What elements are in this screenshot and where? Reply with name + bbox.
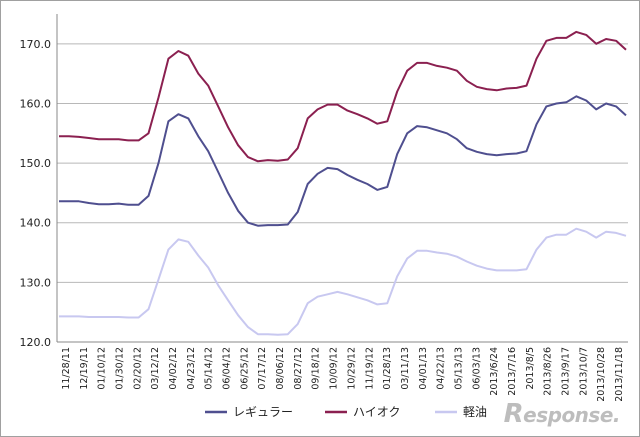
legend-label: レギュラー xyxy=(233,405,293,419)
series-lines xyxy=(59,30,627,336)
x-tick-label: 06/04/12 xyxy=(222,347,233,390)
x-tick-label: 08/06/12 xyxy=(275,347,286,390)
response-watermark-logo: Response. xyxy=(503,399,621,429)
x-tick-label: 2013/9/17 xyxy=(561,347,572,396)
x-tick-label: 02/20/12 xyxy=(132,347,143,390)
x-tick-label: 2013/10/28 xyxy=(596,347,607,402)
x-tick-label: 10/29/12 xyxy=(346,347,357,390)
series-line-3 xyxy=(59,227,627,336)
x-tick-label: 05/13/13 xyxy=(453,347,464,390)
x-tick-label: 07/17/12 xyxy=(257,347,268,390)
y-tick-label: 140.0 xyxy=(20,217,52,230)
y-axis-ticks: 120.0 130.0 140.0 150.0 160.0 170.0 xyxy=(20,38,52,349)
x-tick-label: 08/27/12 xyxy=(293,347,304,390)
y-tick-label: 150.0 xyxy=(20,157,52,170)
x-tick-label: 03/11/13 xyxy=(400,347,411,390)
x-tick-label: 2013/8/5 xyxy=(525,347,536,390)
x-tick-label: 03/12/12 xyxy=(150,347,161,390)
series-line-2 xyxy=(59,30,627,163)
watermark-initial: R xyxy=(503,399,524,429)
gridlines xyxy=(57,43,628,343)
x-tick-label: 2013/11/18 xyxy=(614,347,625,402)
x-tick-label: 10/09/12 xyxy=(329,347,340,390)
x-tick-label: 06/03/13 xyxy=(471,347,482,390)
x-tick-label: 11/28/11 xyxy=(61,347,72,390)
x-tick-label: 12/19/11 xyxy=(79,347,90,390)
x-tick-label: 04/01/13 xyxy=(418,347,429,390)
x-tick-label: 04/02/12 xyxy=(168,347,179,390)
legend: レギュラー ハイオク 軽油 xyxy=(205,405,487,419)
x-tick-label: 04/23/12 xyxy=(186,347,197,390)
legend-label: 軽油 xyxy=(463,405,487,419)
x-tick-label: 01/28/13 xyxy=(382,347,393,390)
series-line-1 xyxy=(59,95,627,227)
y-tick-label: 160.0 xyxy=(20,97,52,110)
x-tick-label: 06/25/12 xyxy=(239,347,250,390)
x-tick-label: 04/22/13 xyxy=(436,347,447,390)
x-tick-label: 11/19/12 xyxy=(364,347,375,390)
x-axis-ticks: 11/28/11 12/19/11 01/10/12 01/30/12 02/20/12… xyxy=(61,347,625,402)
x-tick-label: 01/30/12 xyxy=(114,347,125,390)
legend-label: ハイオク xyxy=(353,405,401,419)
x-tick-label: 2013/7/16 xyxy=(507,347,518,396)
plot-border xyxy=(56,14,628,343)
y-tick-label: 170.0 xyxy=(20,38,52,51)
watermark-rest: esponse. xyxy=(523,403,620,427)
y-tick-label: 120.0 xyxy=(20,336,52,349)
y-tick-label: 130.0 xyxy=(20,276,52,289)
x-tick-label: 2013/6/24 xyxy=(489,347,500,396)
x-tick-label: 05/14/12 xyxy=(204,347,215,390)
x-tick-label: 2013/8/26 xyxy=(543,347,554,396)
x-tick-label: 01/10/12 xyxy=(97,347,108,390)
x-tick-label: 09/18/12 xyxy=(311,347,322,390)
x-tick-label: 2013/10/7 xyxy=(578,347,589,396)
